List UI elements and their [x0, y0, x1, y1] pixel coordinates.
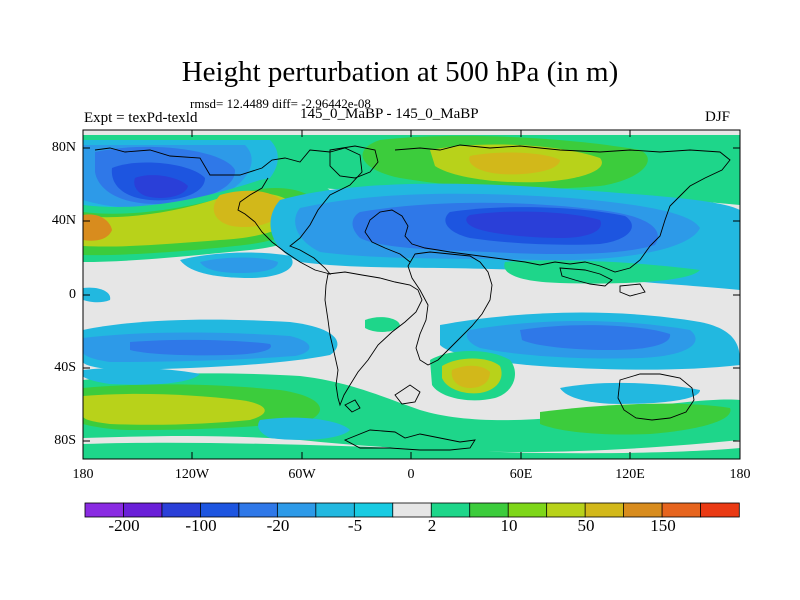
y-label-0: 0 [69, 287, 76, 302]
australia-coast [617, 373, 695, 421]
subtropical-ridge-orange [213, 190, 285, 228]
x-label-120w: 120W [174, 467, 210, 482]
x-label-120e: 120E [615, 467, 645, 482]
colorbar-swatch [123, 502, 163, 518]
stats-line: rmsd= 12.4489 diff= -2.96442e-08 [190, 96, 371, 111]
colorbar-label-minus-100: -100 [185, 516, 217, 535]
contour-field [83, 130, 740, 459]
southern-ocean-blue-east [560, 382, 700, 404]
y-label-80s: 80S [54, 433, 76, 448]
africa-coast [407, 251, 493, 366]
x-label-60w: 60W [288, 467, 316, 482]
experiment-label: Expt = texPd-texld [84, 110, 198, 126]
southern-high-band-yellow [83, 393, 265, 425]
y-label-40n: 40N [51, 213, 76, 228]
eurasia-coast [364, 144, 731, 273]
southern-archipelago [344, 384, 421, 413]
tropical-blue-west [83, 287, 111, 303]
colorbar-swatch [353, 502, 394, 518]
tropical-green-patch [365, 317, 400, 332]
y-label-40s: 40S [54, 360, 76, 375]
indonesia-islands [559, 267, 646, 297]
colorbar-swatch [700, 502, 740, 518]
greenland-coast [329, 145, 379, 179]
period-label: 145_0_MaBP - 145_0_MaBP [300, 106, 479, 122]
pacific-dateline-maximum [83, 214, 112, 241]
southern-ocean-blue-west [258, 417, 350, 440]
south-atlantic-ridge-core [451, 365, 490, 388]
colorbar-swatch [430, 502, 471, 518]
colorbar-swatch [276, 502, 317, 518]
x-label-180-east: 180 [729, 467, 751, 482]
colorbar-swatch [661, 502, 702, 518]
colorbar-swatch [84, 502, 125, 518]
south-pacific-blue [83, 367, 200, 385]
colorbar-swatch [507, 502, 548, 518]
colorbar-swatch [623, 502, 663, 518]
east-pacific-blue-core [200, 257, 278, 273]
antarctic-green-east [540, 403, 731, 435]
colorbar-label-150: 150 [650, 516, 676, 535]
arctic-orange-core [469, 152, 560, 175]
colorbar-label-minus-5: -5 [347, 516, 363, 535]
plot-title: Height perturbation at 500 hPa (in m) [181, 56, 619, 88]
colorbar-swatch [200, 502, 240, 518]
colorbar-swatch [392, 502, 432, 518]
tropical-green-north [504, 260, 700, 284]
axis-ticks [83, 130, 740, 459]
colorbar-swatch [546, 502, 586, 518]
x-label-180-west: 180 [72, 467, 94, 482]
colorbar-label-minus-20: -20 [266, 516, 290, 535]
x-label-0: 0 [407, 467, 415, 482]
season-label: DJF [705, 109, 731, 125]
southern-trough-core [130, 339, 271, 356]
antarctica-coast [343, 429, 476, 451]
colorbar-swatch [315, 502, 355, 518]
colorbar-label-50: 50 [577, 516, 595, 535]
indian-ocean-trough-core [520, 325, 671, 350]
colorbar-label-10: 10 [500, 516, 518, 535]
coastlines [94, 144, 731, 451]
y-label-80n: 80N [51, 140, 76, 155]
colorbar-swatch [161, 502, 202, 518]
north-america-coast [94, 147, 363, 275]
north-pacific-low-center [134, 175, 188, 198]
colorbar-label-minus-200: -200 [108, 516, 140, 535]
colorbar-swatch [584, 502, 625, 518]
eurasian-trough-center [466, 211, 601, 238]
south-america-coast [324, 271, 423, 407]
colorbar-swatch [238, 502, 279, 518]
antarctic-green-strip [83, 442, 740, 459]
colorbar [84, 502, 740, 518]
colorbar-swatch [469, 502, 509, 518]
colorbar-label-2: 2 [427, 516, 437, 535]
x-label-60e: 60E [509, 467, 533, 482]
